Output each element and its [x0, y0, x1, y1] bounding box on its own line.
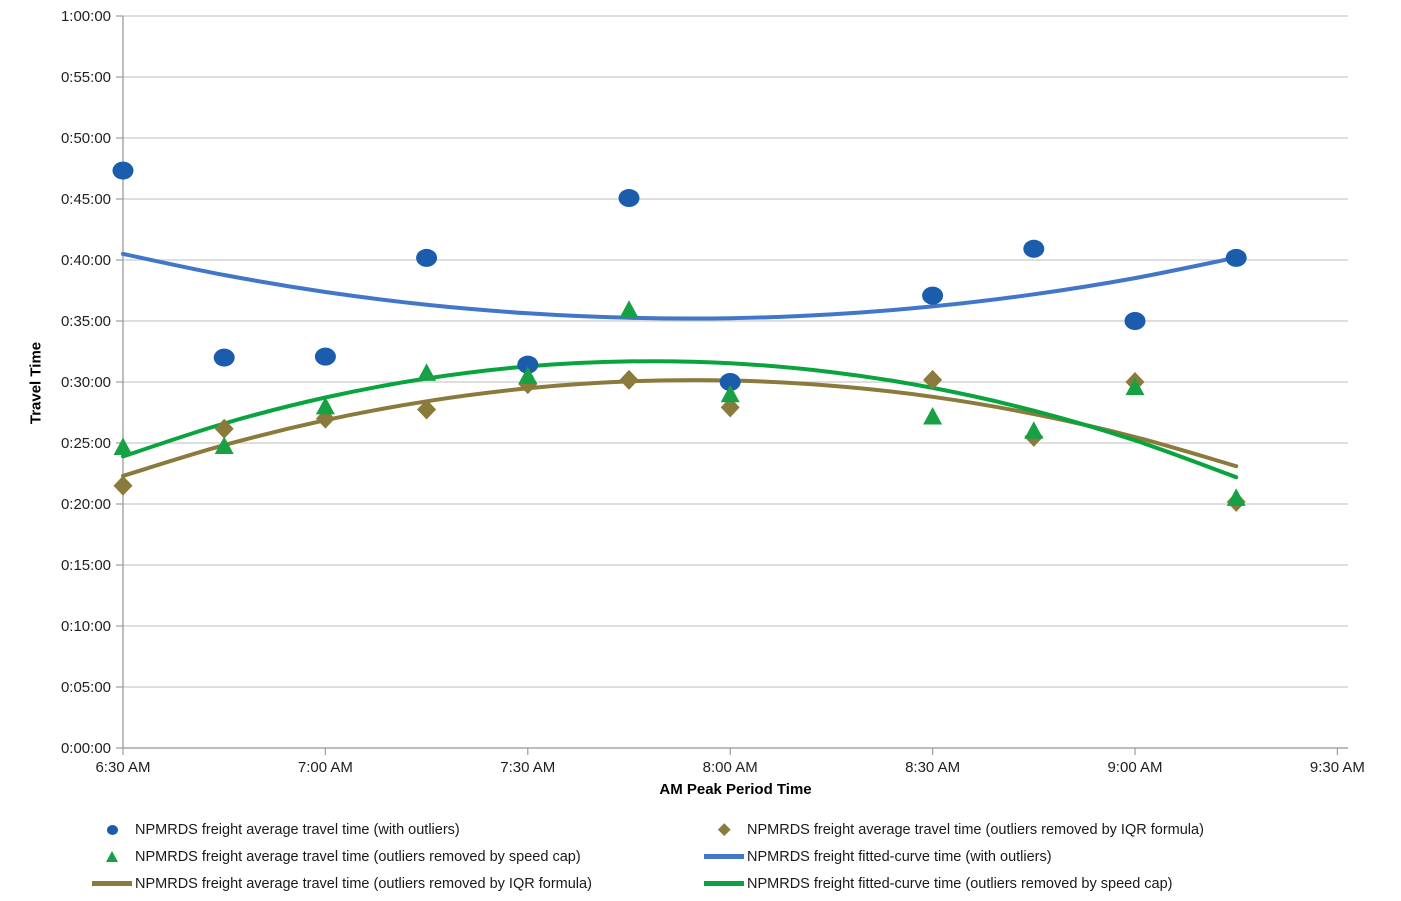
y-tick-label: 0:50:00 — [61, 130, 111, 147]
legend-line-icon — [704, 881, 744, 886]
marker-triangle — [619, 300, 639, 318]
x-tick-label: 7:30 AM — [500, 759, 555, 776]
legend-item: NPMRDS freight average travel time (outl… — [92, 870, 592, 897]
marker-diamond — [417, 399, 437, 420]
x-tick-label: 8:30 AM — [905, 759, 960, 776]
marker-triangle — [417, 363, 437, 381]
legend-circle-icon — [92, 824, 132, 835]
x-tick-label: 8:00 AM — [703, 759, 758, 776]
marker-circle — [1124, 312, 1146, 330]
marker-circle — [719, 373, 741, 391]
y-axis-title: Travel Time — [27, 341, 45, 425]
legend-diamond-icon — [704, 823, 744, 836]
y-tick-label: 0:30:00 — [61, 374, 111, 391]
marker-triangle — [518, 366, 538, 384]
marker-circle — [416, 248, 438, 267]
y-tick-label: 0:15:00 — [61, 557, 111, 574]
y-tick-label: 0:40:00 — [61, 252, 111, 269]
marker-circle — [517, 355, 539, 374]
fitted-curve-fit_iqr — [121, 378, 1239, 478]
marker-circle — [1023, 239, 1045, 258]
legend-line-icon — [704, 854, 744, 859]
fitted-curve-fit_speed_cap — [121, 359, 1239, 480]
legend-label: NPMRDS freight fitted-curve time (outlie… — [747, 875, 1173, 892]
marker-diamond — [214, 418, 234, 439]
legend-label: NPMRDS freight fitted-curve time (with o… — [747, 848, 1052, 865]
legend-label: NPMRDS freight average travel time (outl… — [747, 821, 1204, 838]
x-tick-label: 9:00 AM — [1107, 759, 1162, 776]
legend-item: NPMRDS freight average travel time (with… — [92, 816, 592, 843]
legend-item: NPMRDS freight average travel time (outl… — [92, 843, 592, 870]
marker-triangle — [923, 407, 943, 425]
marker-diamond — [923, 369, 943, 390]
x-axis-title: AM Peak Period Time — [659, 781, 812, 798]
marker-diamond — [113, 475, 133, 496]
y-tick-label: 0:55:00 — [61, 69, 111, 86]
x-tick-label: 6:30 AM — [95, 759, 150, 776]
marker-circle — [1225, 248, 1247, 267]
marker-triangle — [720, 384, 740, 403]
marker-diamond — [720, 397, 740, 418]
marker-circle — [213, 348, 235, 367]
marker-triangle — [1125, 377, 1145, 396]
marker-triangle — [113, 437, 133, 456]
y-tick-label: 0:35:00 — [61, 313, 111, 330]
marker-triangle — [214, 436, 234, 455]
marker-circle — [314, 347, 336, 366]
x-tick-label: 7:00 AM — [298, 759, 353, 776]
marker-triangle — [1226, 488, 1246, 506]
marker-diamond — [619, 369, 639, 390]
y-tick-label: 0:20:00 — [61, 496, 111, 513]
legend-item: NPMRDS freight fitted-curve time (outlie… — [704, 870, 1204, 897]
legend-column-right: NPMRDS freight average travel time (outl… — [704, 816, 1204, 897]
marker-circle — [618, 189, 640, 208]
legend-item: NPMRDS freight fitted-curve time (with o… — [704, 843, 1204, 870]
marker-circle — [922, 286, 944, 305]
y-tick-label: 0:00:00 — [61, 740, 111, 757]
y-tick-label: 0:05:00 — [61, 679, 111, 696]
y-tick-label: 1:00:00 — [61, 8, 111, 25]
legend-label: NPMRDS freight average travel time (outl… — [135, 848, 581, 865]
legend-triangle-icon — [92, 851, 132, 862]
legend-label: NPMRDS freight average travel time (outl… — [135, 875, 592, 892]
y-tick-label: 0:45:00 — [61, 191, 111, 208]
marker-triangle — [1024, 421, 1044, 439]
plot-area: 0:00:00 0:05:00 0:10:00 0:15:00 0:20:00 0:25:… — [61, 8, 1365, 776]
x-tick-label: 9:30 AM — [1310, 759, 1365, 776]
fitted-curve-fit_with_outliers — [121, 251, 1239, 321]
y-tick-label: 0:25:00 — [61, 435, 111, 452]
marker-triangle — [315, 396, 335, 415]
legend-item: NPMRDS freight average travel time (outl… — [704, 816, 1204, 843]
legend-line-icon — [92, 881, 132, 886]
marker-circle — [112, 161, 134, 180]
legend-label: NPMRDS freight average travel time (with… — [135, 821, 460, 838]
y-tick-label: 0:10:00 — [61, 618, 111, 635]
legend-column-left: NPMRDS freight average travel time (with… — [92, 816, 592, 897]
